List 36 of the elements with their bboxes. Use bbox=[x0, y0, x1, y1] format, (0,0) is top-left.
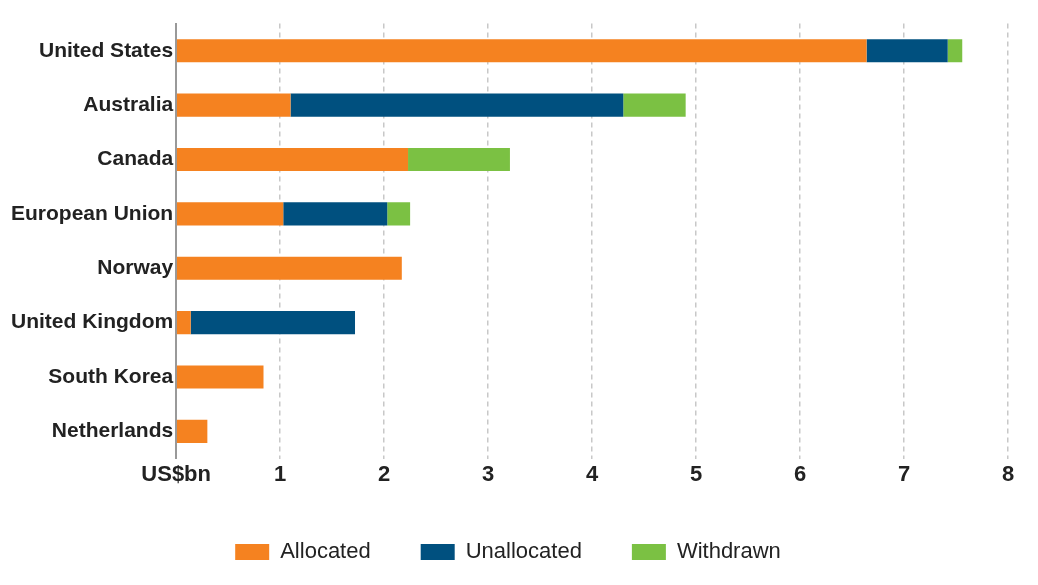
bar bbox=[387, 202, 411, 226]
bar bbox=[176, 256, 402, 280]
x-tick-label: US$bn bbox=[141, 460, 212, 486]
legend-label: Unallocated bbox=[465, 538, 582, 564]
bar bbox=[947, 39, 963, 63]
bar bbox=[283, 202, 388, 226]
bar bbox=[190, 311, 356, 335]
x-tick-label: 4 bbox=[585, 460, 599, 486]
y-tick-label: United Kingdom bbox=[11, 309, 174, 333]
x-tick-label: 2 bbox=[378, 460, 391, 486]
bar bbox=[176, 93, 291, 117]
x-tick-label: 7 bbox=[897, 460, 911, 486]
y-tick-label: Australia bbox=[83, 91, 174, 115]
x-tick-label: 8 bbox=[1001, 460, 1015, 486]
bar bbox=[290, 93, 624, 117]
y-tick-label: Netherlands bbox=[51, 418, 174, 442]
y-tick-label: South Korea bbox=[48, 363, 174, 387]
bar bbox=[623, 93, 686, 117]
x-tick-label: 3 bbox=[481, 460, 495, 486]
bar bbox=[176, 39, 867, 63]
bar bbox=[176, 147, 409, 172]
x-tick-label: 6 bbox=[793, 460, 807, 486]
bar bbox=[408, 147, 510, 172]
x-tick-label: 1 bbox=[274, 460, 287, 486]
y-tick-label: United States bbox=[38, 37, 174, 61]
legend-label: Allocated bbox=[280, 538, 371, 564]
bar bbox=[176, 311, 191, 335]
bar bbox=[176, 202, 284, 226]
x-tick-label: 5 bbox=[689, 460, 703, 486]
bar bbox=[176, 419, 208, 443]
bar bbox=[866, 39, 948, 63]
y-tick-label: Canada bbox=[97, 146, 174, 170]
y-tick-label: Norway bbox=[97, 255, 174, 279]
legend-label: Withdrawn bbox=[676, 538, 781, 564]
y-tick-label: European Union bbox=[10, 200, 174, 224]
bar bbox=[176, 365, 264, 389]
